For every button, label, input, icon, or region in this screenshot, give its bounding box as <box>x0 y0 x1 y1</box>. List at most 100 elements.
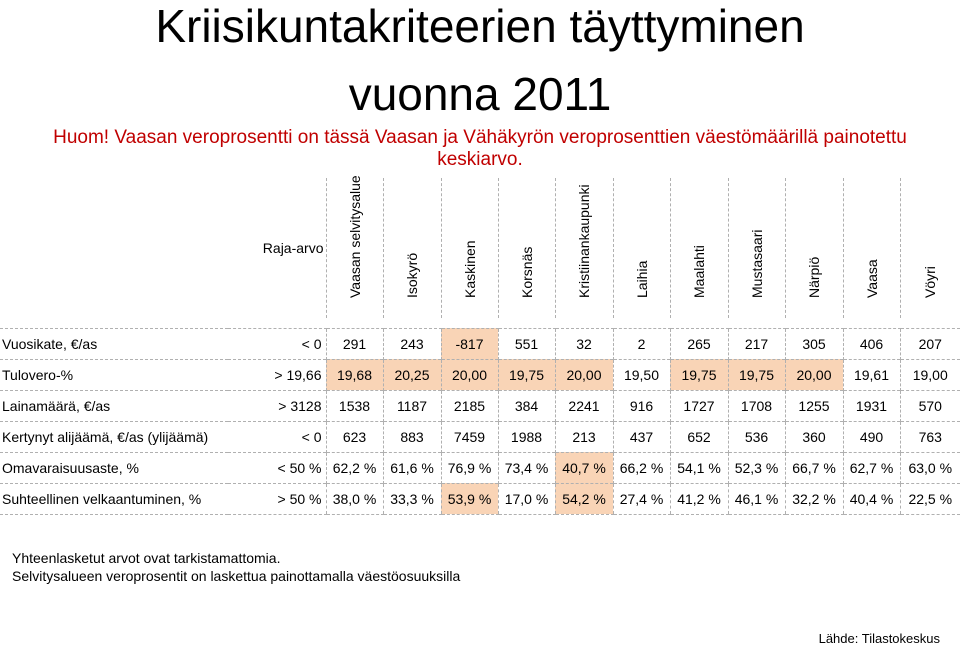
page-title-line2: vuonna 2011 <box>348 68 612 120</box>
column-header-label: Korsnäs <box>518 246 535 298</box>
value-cell: 406 <box>842 327 900 359</box>
value-cell: 1538 <box>325 389 383 421</box>
column-header-label: Vöyri <box>922 266 939 298</box>
value-cell: 62,2 % <box>325 451 383 483</box>
column-header-label: Vaasan selvitysalue <box>346 175 363 298</box>
table-row: Kertynyt alijäämä, €/as (ylijäämä) < 0 623… <box>0 420 960 452</box>
value-cell-criterion-met: 40,7 % <box>554 451 613 483</box>
value-cell: 22,5 % <box>899 482 960 515</box>
value-cell: 437 <box>612 420 670 452</box>
column-header-label: Mustasaari <box>748 229 765 298</box>
value-cell: 883 <box>382 420 441 452</box>
criteria-table: Raja-arvo Vaasan selvitysalue Isokyrö Kaski… <box>0 175 960 515</box>
table-row: Tulovero-% > 19,66 19,68 20,25 20,00 19,75 20,… <box>0 358 960 390</box>
value-cell: 1187 <box>382 389 441 421</box>
row-label: Suhteellinen velkaantuminen, % <box>0 482 228 515</box>
value-cell: 76,9 % <box>440 451 498 483</box>
value-cell: 61,6 % <box>382 451 441 483</box>
value-cell: 265 <box>669 327 728 359</box>
value-cell-criterion-met: 20,25 <box>382 358 441 390</box>
threshold-cell: > 3128 <box>228 389 326 421</box>
value-cell: 73,4 % <box>497 451 555 483</box>
value-cell: 2185 <box>440 389 498 421</box>
column-header: Maalahti <box>669 178 728 318</box>
value-cell-criterion-met: 19,68 <box>325 358 383 390</box>
value-cell: 213 <box>554 420 613 452</box>
column-header: Vaasan selvitysalue <box>325 175 383 318</box>
column-header: Kristiinankaupunki <box>554 178 613 318</box>
threshold-cell: > 19,66 <box>228 358 326 390</box>
value-cell: 17,0 % <box>497 482 555 515</box>
value-cell-criterion-met: 20,00 <box>784 358 843 390</box>
corner-cell <box>0 178 228 318</box>
column-header-label: Vaasa <box>863 259 880 298</box>
column-header-label: Maalahti <box>691 245 707 298</box>
source-note: Lähde: Tilastokeskus <box>818 631 940 646</box>
row-label: Lainamäärä, €/as <box>0 389 228 421</box>
footnote-weighting: Selvitysalueen veroprosentit on laskettu… <box>12 568 461 584</box>
value-cell-criterion-met: 20,00 <box>440 358 498 390</box>
note-text: Huom! Vaasan veroprosentti on tässä Vaas… <box>53 127 907 170</box>
column-header: Isokyrö <box>382 178 441 318</box>
column-header: Vöyri <box>899 178 960 318</box>
value-cell: 570 <box>899 389 960 421</box>
value-cell: 360 <box>784 420 843 452</box>
value-cell: 19,50 <box>612 358 670 390</box>
column-header-label: Kaskinen <box>461 240 478 298</box>
value-cell: 19,00 <box>899 358 960 390</box>
value-cell: 66,2 % <box>612 451 670 483</box>
value-cell: 19,61 <box>842 358 900 390</box>
value-cell: 536 <box>727 420 785 452</box>
value-cell: 291 <box>325 327 383 359</box>
value-cell: 62,7 % <box>842 451 900 483</box>
threshold-cell: > 50 % <box>228 482 326 515</box>
value-cell: 40,4 % <box>842 482 900 515</box>
value-cell: 27,4 % <box>612 482 670 515</box>
table-row: Vuosikate, €/as < 0 291 243 -817 551 32 2 265 217… <box>0 327 960 359</box>
row-label: Vuosikate, €/as <box>0 327 228 359</box>
value-cell: 66,7 % <box>784 451 843 483</box>
value-cell: 1988 <box>497 420 555 452</box>
value-cell: 243 <box>382 327 441 359</box>
column-header-label: Kristiinankaupunki <box>576 184 592 298</box>
value-cell: 652 <box>669 420 728 452</box>
column-header: Närpiö <box>784 178 843 318</box>
table-row: Suhteellinen velkaantuminen, % > 50 % 38,0… <box>0 482 960 515</box>
threshold-cell: < 0 <box>228 327 326 359</box>
header-row: Raja-arvo Vaasan selvitysalue Isokyrö Kaski… <box>0 175 960 318</box>
column-header: Vaasa <box>842 178 900 318</box>
value-cell: 1727 <box>669 389 728 421</box>
value-cell: 217 <box>727 327 785 359</box>
value-cell: 1255 <box>784 389 843 421</box>
row-label: Tulovero-% <box>0 358 228 390</box>
value-cell-criterion-met: -817 <box>440 327 498 359</box>
column-header-label: Laihia <box>633 260 650 298</box>
column-header-label: Närpiö <box>806 256 822 298</box>
table-row: Lainamäärä, €/as > 3128 1538 1187 2185 384 224… <box>0 389 960 421</box>
value-cell: 1708 <box>727 389 785 421</box>
row-label: Omavaraisuusaste, % <box>0 451 228 483</box>
value-cell: 54,1 % <box>669 451 728 483</box>
value-cell-criterion-met: 54,2 % <box>554 482 613 515</box>
value-cell-criterion-met: 19,75 <box>727 358 785 390</box>
value-cell: 63,0 % <box>899 451 960 483</box>
value-cell: 38,0 % <box>325 482 383 515</box>
value-cell: 1931 <box>842 389 900 421</box>
value-cell: 33,3 % <box>382 482 441 515</box>
column-header: Mustasaari <box>727 178 785 318</box>
value-cell-criterion-met: 19,75 <box>669 358 728 390</box>
threshold-cell: < 0 <box>228 420 326 452</box>
footnote-unverified: Yhteenlasketut arvot ovat tarkistamattom… <box>12 550 281 566</box>
column-header: Kaskinen <box>440 178 498 318</box>
value-cell: 763 <box>899 420 960 452</box>
value-cell: 623 <box>325 420 383 452</box>
value-cell: 32,2 % <box>784 482 843 515</box>
value-cell: 551 <box>497 327 555 359</box>
value-cell-criterion-met: 53,9 % <box>440 482 498 515</box>
page-title-line1: Kriisikuntakriteerien täyttyminen <box>155 0 805 52</box>
value-cell: 32 <box>554 327 613 359</box>
value-cell-criterion-met: 19,75 <box>497 358 555 390</box>
value-cell: 2 <box>612 327 670 359</box>
value-cell: 41,2 % <box>669 482 728 515</box>
value-cell: 490 <box>842 420 900 452</box>
